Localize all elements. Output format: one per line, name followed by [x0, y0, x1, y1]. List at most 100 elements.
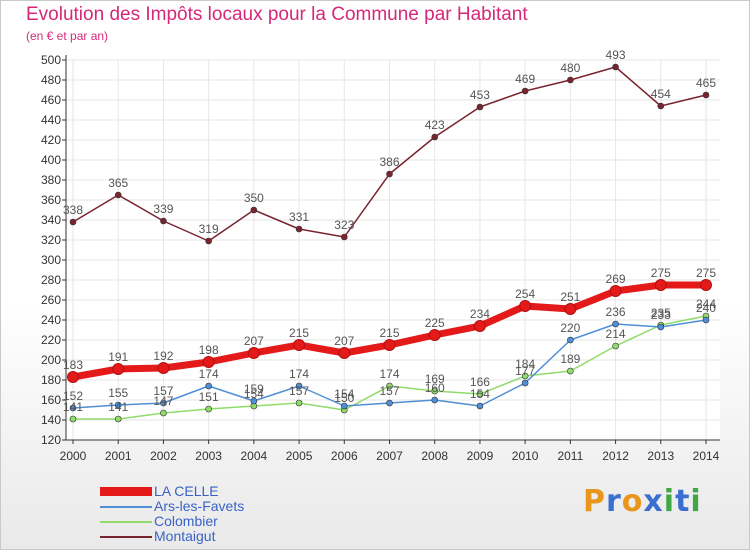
y-tick-label: 120	[41, 433, 61, 447]
data-point	[476, 103, 484, 111]
x-tick-label: 2011	[557, 449, 583, 463]
data-label: 141	[63, 400, 83, 414]
data-label: 323	[334, 218, 354, 232]
data-label: 493	[606, 48, 626, 62]
y-tick-label: 440	[41, 113, 61, 127]
data-point	[205, 405, 212, 413]
data-point	[67, 371, 79, 383]
y-tick-label: 360	[41, 193, 61, 207]
data-point	[160, 399, 167, 407]
data-label: 183	[63, 358, 83, 372]
data-label: 234	[470, 307, 490, 321]
logo-letter: o	[621, 484, 644, 519]
data-point	[428, 329, 441, 341]
data-label: 192	[153, 349, 173, 363]
legend-swatch-la-celle	[100, 487, 152, 496]
data-point	[521, 372, 529, 380]
data-point	[295, 382, 303, 390]
data-point	[157, 362, 170, 374]
data-label: 386	[379, 155, 399, 169]
y-tick-label: 340	[41, 213, 61, 227]
data-label: 225	[425, 316, 445, 330]
data-label: 469	[515, 72, 535, 86]
data-label: 423	[425, 118, 445, 132]
data-point	[295, 225, 303, 233]
data-point	[247, 347, 260, 359]
data-point	[160, 217, 167, 225]
data-point	[69, 415, 77, 423]
data-label: 150	[334, 391, 354, 405]
chart-legend: LA CELLE Ars-les-Favets Colombier Montai…	[100, 484, 244, 544]
data-label: 454	[651, 87, 671, 101]
x-tick-label: 2006	[331, 449, 358, 463]
data-label: 151	[199, 390, 219, 404]
y-tick-label: 200	[41, 353, 61, 367]
data-point	[340, 233, 348, 241]
data-point	[431, 387, 439, 395]
x-tick-label: 2004	[241, 449, 268, 463]
data-label: 331	[289, 210, 309, 224]
data-label: 215	[379, 326, 399, 340]
x-tick-label: 2000	[60, 449, 87, 463]
chart-subtitle: (en € et par an)	[26, 29, 109, 43]
y-tick-label: 160	[41, 393, 61, 407]
chart-title: Evolution des Impôts locaux pour la Comm…	[26, 4, 528, 25]
x-tick-label: 2005	[286, 449, 313, 463]
data-label: 207	[244, 334, 264, 348]
data-label: 215	[289, 326, 309, 340]
y-tick-label: 180	[41, 373, 61, 387]
data-label: 275	[696, 266, 716, 280]
data-label: 141	[108, 400, 128, 414]
legend-item-la-celle: LA CELLE	[100, 484, 244, 499]
data-point	[160, 409, 167, 417]
data-point	[700, 279, 712, 291]
data-label: 275	[651, 266, 671, 280]
data-point	[340, 402, 348, 410]
x-tick-label: 2001	[105, 449, 132, 463]
legend-swatch-colombier	[100, 520, 152, 523]
data-point	[654, 279, 667, 291]
data-point	[250, 206, 258, 214]
data-label: 169	[425, 372, 445, 386]
data-label: 147	[153, 394, 173, 408]
legend-item-colombier: Colombier	[100, 514, 244, 529]
data-label: 157	[289, 384, 309, 398]
data-label: 338	[63, 203, 83, 217]
data-point	[612, 320, 619, 328]
data-label: 269	[606, 272, 626, 286]
data-label: 233	[651, 308, 671, 322]
data-label: 480	[560, 61, 580, 75]
data-point	[609, 285, 622, 297]
data-point	[383, 339, 396, 351]
data-point	[567, 336, 574, 344]
y-tick-label: 380	[41, 173, 61, 187]
data-point	[69, 218, 77, 226]
plot-background	[66, 60, 720, 440]
x-tick-label: 2007	[376, 449, 403, 463]
data-point	[473, 320, 486, 332]
data-point	[521, 379, 529, 387]
data-point	[431, 396, 439, 404]
data-label: 251	[560, 290, 580, 304]
data-point	[657, 102, 665, 110]
data-label: 244	[696, 297, 716, 311]
y-tick-label: 280	[41, 273, 61, 287]
x-tick-label: 2013	[647, 449, 674, 463]
data-label: 220	[560, 321, 580, 335]
y-tick-label: 240	[41, 313, 61, 327]
legend-swatch-ars-les-favets	[100, 505, 152, 508]
y-tick-label: 420	[41, 133, 61, 147]
data-label: 159	[244, 382, 264, 396]
y-tick-label: 300	[41, 253, 61, 267]
data-label: 174	[289, 367, 309, 381]
data-point	[295, 399, 303, 407]
y-tick-label: 220	[41, 333, 61, 347]
data-label: 155	[108, 386, 128, 400]
data-point	[69, 404, 77, 412]
data-point	[338, 347, 351, 359]
legend-item-montaigut: Montaigut	[100, 529, 244, 544]
data-point	[386, 170, 393, 178]
data-label: 319	[199, 222, 219, 236]
x-tick-label: 2012	[602, 449, 629, 463]
